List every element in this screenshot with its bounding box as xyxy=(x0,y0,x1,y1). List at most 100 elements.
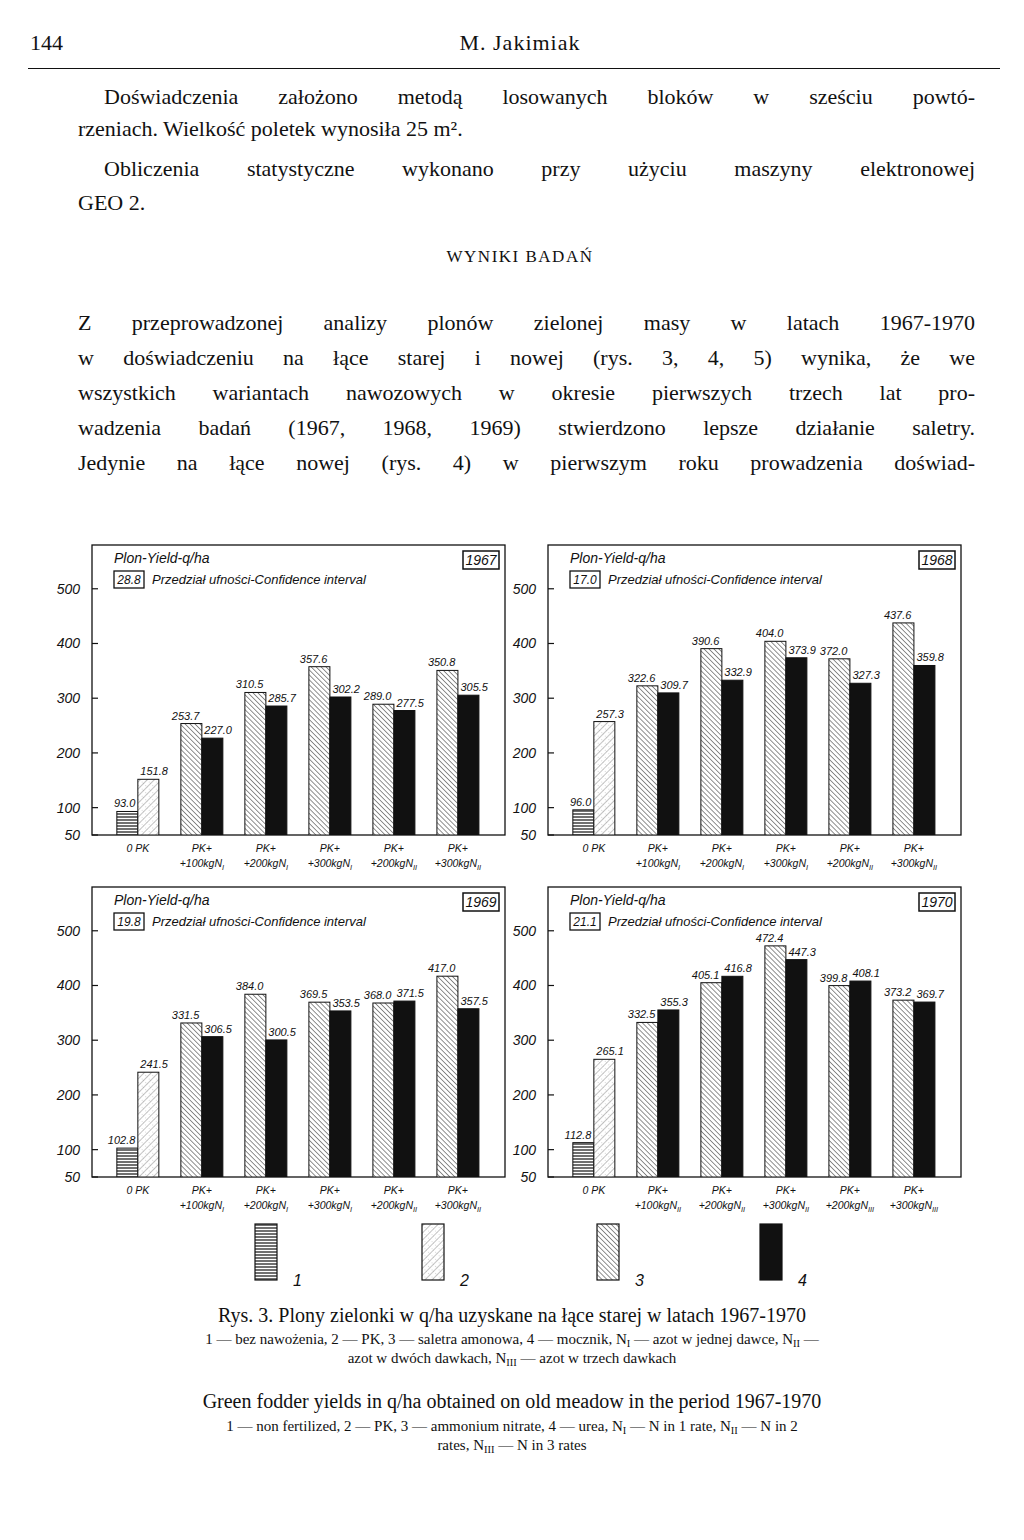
bar xyxy=(850,981,871,1177)
bar xyxy=(786,658,807,835)
x-tick-label: PK++200kgNII xyxy=(371,1184,417,1214)
y-tick xyxy=(92,643,98,644)
confidence-interval: 17.0 xyxy=(573,573,597,587)
x-tick-label: PK++300kgNII xyxy=(435,842,481,872)
x-tick-label: PK++100kgNII xyxy=(635,1184,681,1214)
bar xyxy=(202,1037,223,1177)
data-label: 257.3 xyxy=(595,708,624,720)
ci-box xyxy=(114,571,144,588)
bar xyxy=(850,683,871,835)
x-tick-label: 0 PK xyxy=(126,842,150,854)
y-tick-label: 500 xyxy=(57,581,81,597)
data-label: 399.8 xyxy=(820,972,848,984)
y-tick xyxy=(548,1149,554,1150)
confidence-interval: 21.1 xyxy=(572,915,596,929)
data-label: 253.7 xyxy=(171,710,200,722)
y-tick-label: 400 xyxy=(513,635,537,651)
bar xyxy=(309,1002,330,1177)
bar xyxy=(594,1059,615,1177)
ci-box xyxy=(570,913,600,930)
data-label: 93.0 xyxy=(114,797,136,809)
bar xyxy=(914,1002,935,1177)
bar xyxy=(637,686,658,835)
bars xyxy=(573,623,935,835)
data-label: 332.9 xyxy=(724,666,752,678)
bar xyxy=(893,623,914,835)
paragraph-line: rzeniach. Wielkość poletek wynosiła 25 m… xyxy=(78,114,975,144)
y-tick-label: 50 xyxy=(520,827,536,843)
bar xyxy=(117,811,138,835)
data-label: 369.7 xyxy=(916,988,944,1000)
y-tick xyxy=(548,752,554,753)
bar xyxy=(458,1009,479,1177)
caption-line: 1 — non fertilized, 2 — PK, 3 — ammonium… xyxy=(0,1418,1024,1435)
data-label: 359.8 xyxy=(916,651,944,663)
data-label: 472.4 xyxy=(756,932,784,944)
y-axis-label: Plon-Yield-q/ha xyxy=(114,550,210,566)
y-tick-label: 100 xyxy=(57,800,81,816)
bar-chart: 5010020030040050096.0257.3322.6390.6404.… xyxy=(512,545,961,872)
bar xyxy=(829,659,850,835)
bar xyxy=(458,695,479,835)
chart-title: 1967 xyxy=(465,552,497,568)
y-tick-label: 400 xyxy=(57,977,81,993)
y-tick-label: 100 xyxy=(513,1142,537,1158)
data-label: 322.6 xyxy=(628,672,656,684)
paragraph-line: wszystkich wariantach nawozowych w okres… xyxy=(78,378,975,408)
x-tick-label: 0 PK xyxy=(126,1184,150,1196)
y-tick-label: 200 xyxy=(56,745,81,761)
data-label: 310.5 xyxy=(236,678,264,690)
y-tick xyxy=(548,930,554,931)
y-tick xyxy=(548,698,554,699)
data-label: 285.7 xyxy=(267,692,296,704)
y-tick-label: 300 xyxy=(513,1032,537,1048)
legend: 1234 xyxy=(255,1224,807,1289)
x-tick-label: PK++200kgNIII xyxy=(826,1184,874,1214)
data-label: 332.5 xyxy=(628,1008,656,1020)
x-tick-label: PK++300kgNII xyxy=(763,1184,809,1214)
chart-title: 1969 xyxy=(465,894,496,910)
data-label: 277.5 xyxy=(395,697,424,709)
bar xyxy=(373,1003,394,1177)
bar xyxy=(437,976,458,1177)
data-label: 357.5 xyxy=(460,995,488,1007)
bar xyxy=(573,1143,594,1177)
ci-box xyxy=(114,913,144,930)
y-tick-label: 200 xyxy=(512,745,537,761)
data-label: 437.6 xyxy=(884,609,912,621)
ci-box xyxy=(570,571,600,588)
bar xyxy=(893,1000,914,1177)
bar xyxy=(914,665,935,835)
caption-title: Green fodder yields in q/ha obtained on … xyxy=(0,1390,1024,1413)
y-tick-label: 100 xyxy=(57,1142,81,1158)
x-tick-label: PK++300kgNI xyxy=(764,842,808,872)
y-tick xyxy=(548,1176,554,1177)
x-tick-label: PK++100kgNI xyxy=(180,1184,224,1214)
y-tick xyxy=(92,807,98,808)
data-label: 102.8 xyxy=(108,1134,136,1146)
y-tick xyxy=(92,1040,98,1041)
y-tick-label: 400 xyxy=(57,635,81,651)
y-tick xyxy=(548,834,554,835)
bars xyxy=(117,667,479,835)
bar xyxy=(330,697,351,835)
data-label: 447.3 xyxy=(788,946,816,958)
data-label: 371.5 xyxy=(396,987,424,999)
y-tick-label: 50 xyxy=(64,827,80,843)
paragraph-line: Jedynie na łące nowej (rys. 4) w pierwsz… xyxy=(78,448,975,478)
data-label: 416.8 xyxy=(724,962,752,974)
bar xyxy=(266,1040,287,1177)
x-tick-label: PK++300kgNII xyxy=(435,1184,481,1214)
y-tick-label: 200 xyxy=(512,1087,537,1103)
data-label: 350.8 xyxy=(428,656,456,668)
y-tick xyxy=(548,588,554,589)
running-head: M. Jakimiak xyxy=(0,30,1024,56)
title-box xyxy=(919,893,955,911)
y-tick-label: 300 xyxy=(57,690,81,706)
bar-chart: 50100200300400500112.8265.1332.5405.1472… xyxy=(512,887,961,1214)
y-tick-label: 100 xyxy=(513,800,537,816)
plot-frame xyxy=(548,545,961,835)
x-tick-label: PK++200kgNI xyxy=(244,1184,288,1214)
section-title: WYNIKI BADAŃ xyxy=(0,247,1024,267)
bar xyxy=(701,983,722,1177)
